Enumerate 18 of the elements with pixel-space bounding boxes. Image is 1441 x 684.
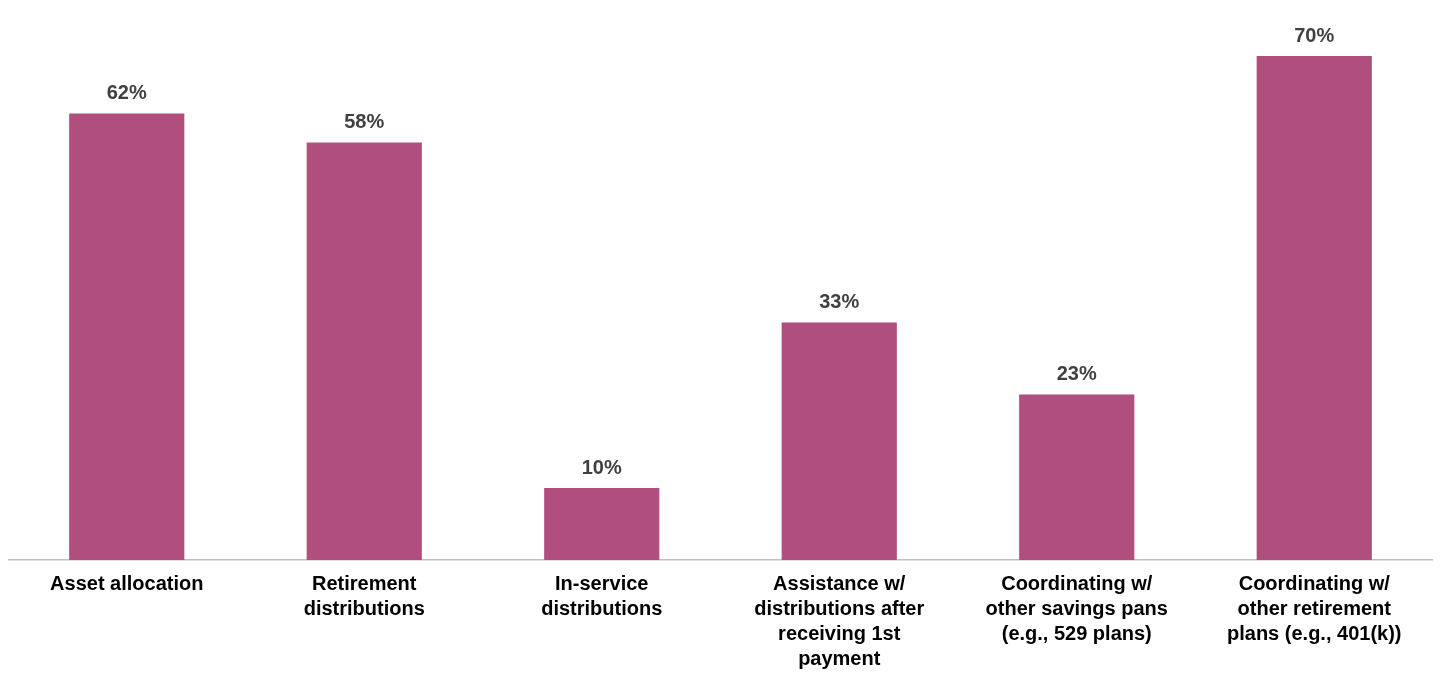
x-tick-label: Coordinating w/ other retirement plans (e.g., 401(k))	[1227, 572, 1402, 645]
bar	[781, 322, 897, 560]
bar	[544, 488, 660, 560]
data-label: 23%	[1056, 361, 1097, 384]
data-label: 62%	[106, 81, 147, 104]
data-label: 58%	[344, 109, 385, 132]
x-tick-label: Coordinating w/ other savings pans (e.g., 529 plans)	[985, 572, 1168, 645]
data-label: 70%	[1294, 23, 1335, 46]
x-tick-label: Assistance w/ distributions after receiving 1st payment	[754, 572, 925, 670]
x-tick-label: In-service distributions	[541, 572, 663, 620]
bar	[1019, 394, 1135, 560]
bar	[306, 142, 422, 560]
data-label: 10%	[581, 455, 622, 478]
bar	[69, 113, 185, 560]
x-tick-label: Retirement distributions	[303, 572, 425, 620]
data-label: 33%	[819, 289, 860, 312]
bar	[1256, 56, 1372, 560]
x-tick-label: Asset allocation	[50, 572, 204, 595]
